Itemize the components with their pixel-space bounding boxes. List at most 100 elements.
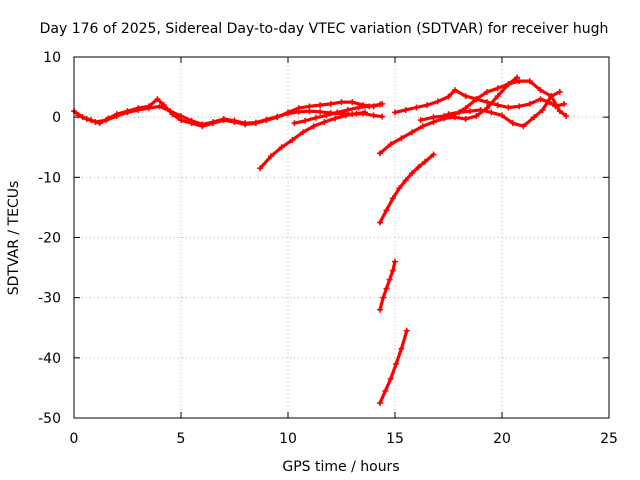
data-point — [383, 207, 390, 214]
data-point — [302, 117, 309, 124]
data-point — [513, 74, 520, 81]
data-point — [445, 93, 452, 100]
data-point — [220, 115, 227, 122]
data-point — [456, 109, 463, 116]
data-point — [377, 399, 384, 406]
data-point — [398, 345, 405, 352]
data-point — [462, 115, 469, 122]
data-point — [413, 104, 420, 111]
data-point — [499, 112, 505, 119]
data-point — [263, 116, 270, 123]
data-point — [295, 108, 302, 115]
data-point — [561, 100, 568, 107]
data-point — [417, 117, 424, 124]
data-point — [338, 99, 345, 106]
y-tick-label: -30 — [38, 291, 61, 307]
y-tick-label: -20 — [38, 231, 61, 247]
data-point — [430, 114, 437, 121]
data-point — [103, 117, 110, 124]
data-point — [382, 387, 389, 394]
data-point — [473, 112, 480, 119]
x-tick-label: 10 — [279, 431, 297, 447]
data-point — [299, 129, 306, 136]
data-point — [274, 113, 281, 120]
data-point — [124, 109, 131, 116]
data-point — [396, 185, 403, 192]
series-track-k — [378, 329, 409, 405]
axis-ticks: 0 5 10 15 20 25 10 0 -10 -20 -30 -40 -50 — [38, 50, 618, 447]
data-point — [383, 285, 390, 292]
data-point — [312, 114, 319, 121]
data-point — [310, 123, 317, 130]
data-point — [285, 110, 291, 117]
data-point — [349, 99, 356, 106]
data-point — [466, 108, 473, 115]
data-point — [531, 114, 538, 121]
data-point — [488, 109, 495, 116]
data-point — [387, 375, 394, 382]
data-point — [257, 165, 264, 172]
y-tick-label: 10 — [43, 50, 61, 66]
data-point — [291, 120, 298, 127]
data-point — [409, 129, 416, 136]
data-point — [289, 137, 296, 144]
x-axis-label: GPS time / hours — [282, 459, 399, 475]
series-track-c — [258, 110, 367, 170]
data-point — [210, 118, 217, 125]
data-point — [252, 119, 259, 126]
data-point — [389, 195, 396, 202]
data-point — [402, 106, 409, 113]
data-point — [167, 108, 174, 115]
data-point — [430, 151, 437, 158]
data-point — [366, 103, 373, 110]
x-tick-label: 0 — [70, 431, 79, 447]
data-point — [556, 108, 563, 115]
data-point — [306, 108, 313, 115]
data-point — [520, 123, 527, 130]
data-point — [537, 87, 544, 94]
data-point — [505, 81, 512, 88]
data-point — [526, 78, 533, 85]
data-point — [539, 106, 546, 113]
data-point — [537, 96, 544, 103]
data-point — [113, 112, 120, 119]
data-point — [516, 78, 523, 85]
data-point — [145, 105, 152, 112]
data-point — [434, 98, 441, 105]
data-point — [398, 135, 405, 142]
data-point — [494, 93, 501, 100]
data-point — [380, 294, 387, 301]
data-point — [355, 104, 362, 111]
y-tick-label: 0 — [52, 110, 61, 126]
y-tick-label: -10 — [38, 170, 61, 186]
data-point — [178, 112, 184, 119]
data-point — [415, 164, 422, 171]
data-point — [451, 87, 458, 94]
data-point — [516, 103, 523, 110]
data-point — [156, 103, 163, 110]
data-point — [526, 100, 533, 107]
x-tick-label: 5 — [177, 431, 186, 447]
data-series — [71, 74, 570, 406]
data-point — [154, 96, 161, 103]
plot-frame — [73, 56, 610, 419]
data-point — [484, 88, 491, 95]
data-point — [409, 170, 416, 177]
data-point — [377, 306, 384, 313]
data-point — [267, 153, 274, 160]
data-point — [323, 112, 330, 119]
data-point — [484, 99, 491, 106]
data-point — [334, 109, 341, 116]
data-point — [462, 93, 469, 100]
data-point — [321, 118, 328, 125]
data-point — [509, 120, 516, 127]
data-point — [317, 108, 324, 115]
data-point — [362, 109, 369, 116]
data-point — [494, 85, 501, 92]
data-point — [135, 106, 142, 113]
data-point — [344, 106, 351, 113]
data-point — [402, 177, 409, 184]
x-tick-label: 20 — [493, 431, 511, 447]
data-point — [421, 158, 428, 165]
